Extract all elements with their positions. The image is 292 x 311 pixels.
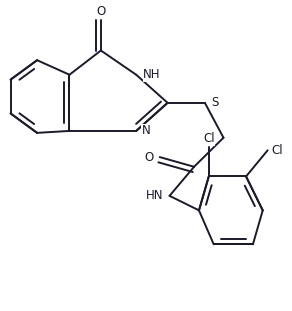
Text: S: S: [211, 96, 218, 109]
Text: NH: NH: [143, 68, 161, 81]
Text: Cl: Cl: [271, 144, 283, 157]
Text: N: N: [142, 124, 151, 137]
Text: O: O: [96, 5, 105, 18]
Text: HN: HN: [146, 189, 163, 202]
Text: O: O: [144, 151, 153, 164]
Text: Cl: Cl: [203, 132, 215, 145]
